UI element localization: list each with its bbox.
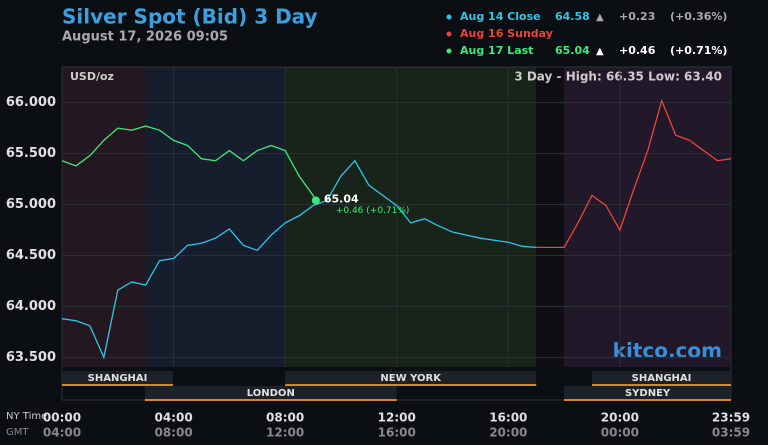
series-line — [61, 159, 537, 360]
legend-label: Aug 14 Close — [460, 10, 541, 23]
legend-value: 64.58 — [555, 10, 590, 23]
session-label: SHANGHAI — [88, 373, 148, 384]
x-tick-label: 23:59 — [712, 411, 750, 425]
annotation: 65.04 — [324, 192, 359, 205]
session-label: LONDON — [247, 388, 295, 399]
session-bar — [564, 386, 731, 400]
legend-label: Aug 17 Last — [460, 44, 533, 57]
series-line — [536, 98, 732, 248]
legend-change: +0.46 — [619, 44, 656, 57]
x-tick-label: 16:00 — [489, 411, 527, 425]
region-bg — [536, 67, 564, 367]
legend-change: +0.23 — [619, 10, 655, 23]
session-bar — [144, 386, 397, 400]
session-label: NEW YORK — [380, 373, 442, 384]
legend-change-pct: (+0.71%) — [670, 44, 727, 57]
x-tick-label-gmt: 12:00 — [266, 426, 304, 440]
series-line — [61, 125, 317, 201]
x-tick-label-gmt: 20:00 — [489, 426, 527, 440]
x-row-label: GMT — [6, 427, 29, 438]
unit-label: USD/oz — [70, 70, 114, 83]
x-tick-label: 08:00 — [266, 411, 304, 425]
x-tick-label-gmt: 16:00 — [378, 426, 416, 440]
legend-arrow: ▲ — [596, 46, 604, 57]
x-tick-label: 00:00 — [43, 411, 81, 425]
session-bar — [592, 371, 731, 385]
legend-dot — [446, 31, 452, 37]
x-tick-label-gmt: 00:00 — [601, 426, 639, 440]
x-tick-label-gmt: 04:00 — [43, 426, 81, 440]
x-tick-label-gmt: 08:00 — [154, 426, 192, 440]
legend-label: Aug 16 Sunday — [460, 27, 553, 40]
region-bg — [285, 67, 536, 367]
x-tick-label: 12:00 — [378, 411, 416, 425]
chart-subtitle: August 17, 2026 09:05 — [62, 30, 228, 45]
y-tick-label: 65.000 — [6, 197, 56, 212]
y-tick-label: 63.500 — [6, 350, 56, 365]
legend-dot — [446, 48, 452, 54]
chart-title: Silver Spot (Bid) 3 Day — [62, 5, 318, 29]
y-tick-label: 65.500 — [6, 146, 56, 161]
session-bar — [62, 371, 174, 385]
watermark: kitco.com — [613, 339, 722, 363]
legend-arrow: ▲ — [596, 12, 604, 23]
legend-dot — [446, 14, 452, 20]
last-point — [311, 196, 320, 205]
y-tick-label: 66.000 — [6, 95, 56, 110]
x-tick-label: 20:00 — [601, 411, 639, 425]
legend-change-pct: (+0.36%) — [670, 10, 727, 23]
x-tick-label: 04:00 — [154, 411, 192, 425]
x-tick-label-gmt: 03:59 — [712, 426, 750, 440]
annotation: +0.46 (+0.71%) — [336, 206, 410, 216]
y-tick-label: 64.500 — [6, 248, 56, 263]
range-label: 3 Day - High: 66.35 Low: 63.40 — [514, 70, 722, 84]
session-label: SHANGHAI — [632, 373, 692, 384]
legend-value: 65.04 — [555, 44, 590, 57]
session-label: SYDNEY — [625, 388, 671, 399]
y-tick-label: 64.000 — [6, 299, 56, 314]
region-bg — [564, 67, 731, 367]
region-bg — [146, 67, 285, 367]
session-bar — [285, 371, 537, 385]
region-bg — [62, 67, 146, 367]
x-row-label: NY Time — [6, 411, 47, 422]
